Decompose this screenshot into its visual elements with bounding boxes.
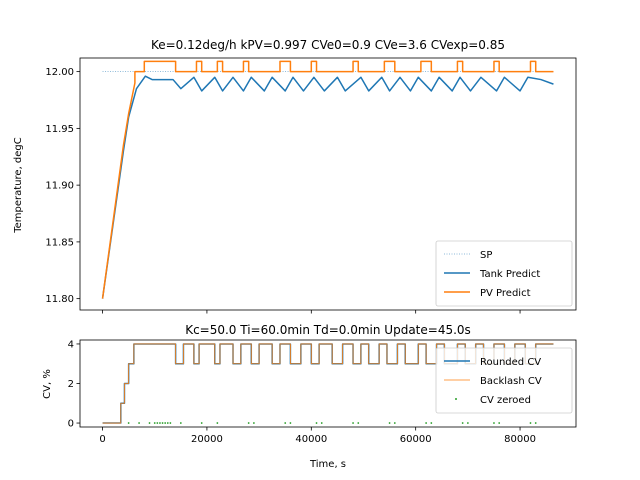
bottom-cv-zeroed-point [466,422,469,424]
bottom-x-tick-label: 20000 [191,434,223,445]
bottom-cv-zeroed-point [289,422,292,424]
top-chart-title: Ke=0.12deg/h kPV=0.997 CVe0=0.9 CVe=3.6 … [151,38,505,52]
bottom-cv-zeroed-point [216,422,219,424]
bottom-cv-zeroed-point [138,422,140,424]
bottom-cv-zeroed-point [315,422,318,424]
top-y-tick-label: 11.95 [45,124,74,135]
bottom-chart-title: Kc=50.0 Ti=60.0min Td=0.0min Update=45.0… [185,323,471,337]
bottom-y-tick-label: 0 [68,419,74,430]
top-plot-frame [79,57,577,311]
bottom-cv-zeroed-point [156,422,159,424]
bottom-y-axis-label: CV, % [42,369,53,399]
bottom-cv-zeroed-point [252,422,255,424]
bottom-cv-zeroed-point [284,422,287,424]
bottom-legend-box [435,347,573,414]
bottom-cv-zeroed-point [148,422,151,424]
bottom-cv-zeroed-point [498,422,501,424]
bottom-legend-label-rounded-cv: Rounded CV [480,357,541,368]
bottom-cv-zeroed-point [161,422,164,424]
top-y-axis-label: Temperature, degC [13,137,24,234]
bottom-cv-zeroed-point [357,422,360,424]
bottom-cv-zeroed-point [127,422,130,424]
bottom-x-tick-label: 40000 [295,434,327,445]
bottom-y-tick-label: 4 [68,339,74,350]
top-y-tick-label: 12.00 [45,67,74,78]
bottom-cv-zeroed-point [352,422,354,424]
top-legend-label-sp: SP [480,250,492,261]
bottom-cv-zeroed-point [388,422,391,424]
bottom-legend-label-backlash-cv: Backlash CV [480,376,542,387]
bottom-cv-zeroed-point [493,422,495,424]
bottom-cv-zeroed-point [461,422,464,424]
top-legend-label-pv-predict: PV Predict [480,288,531,299]
bottom-cv-zeroed-point [320,422,323,424]
bottom-cv-zeroed-point [169,422,172,424]
bottom-axes: Kc=50.0 Ti=60.0min Td=0.0min Update=45.0… [42,323,577,470]
bottom-x-axis-label: Time, s [309,459,346,470]
bottom-cv-zeroed-point [430,422,433,424]
bottom-y-tick-label: 2 [68,379,74,390]
bottom-cv-zeroed-point [153,422,156,424]
bottom-cv-zeroed-point [247,422,250,424]
bottom-cv-zeroed-point [164,422,167,424]
bottom-cv-zeroed-point [179,422,182,424]
bottom-cv-zeroed-point [200,422,203,424]
top-legend-box [435,240,573,307]
bottom-legend-label-cv-zeroed: CV zeroed [480,395,531,406]
bottom-x-tick-label: 0 [99,434,105,445]
top-legend-label-tank-predict: Tank Predict [479,269,540,280]
bottom-cv-zeroed-point [529,422,532,424]
bottom-legend-swatch-cv-zeroed [455,398,457,400]
top-pv-predict-line [101,60,554,299]
bottom-x-tick-label: 60000 [400,434,432,445]
bottom-legend: Rounded CV Backlash CV CV zeroed [435,347,573,414]
bottom-x-tick-label: 80000 [504,434,536,445]
bottom-cv-zeroed-point [393,422,396,424]
bottom-cv-zeroed-point [534,422,537,424]
top-y-tick-label: 11.80 [45,294,74,305]
bottom-cv-zeroed-point [425,422,428,424]
bottom-cv-zeroed-point [166,422,169,424]
top-y-tick-label: 11.85 [45,237,74,248]
top-axes: Ke=0.12deg/h kPV=0.997 CVe0=0.9 CVe=3.6 … [13,38,577,314]
bottom-cv-zeroed-point [159,422,161,424]
top-y-tick-label: 11.90 [45,181,74,192]
top-legend: SP Tank Predict PV Predict [435,240,573,307]
top-tank-predict-line [101,75,554,299]
